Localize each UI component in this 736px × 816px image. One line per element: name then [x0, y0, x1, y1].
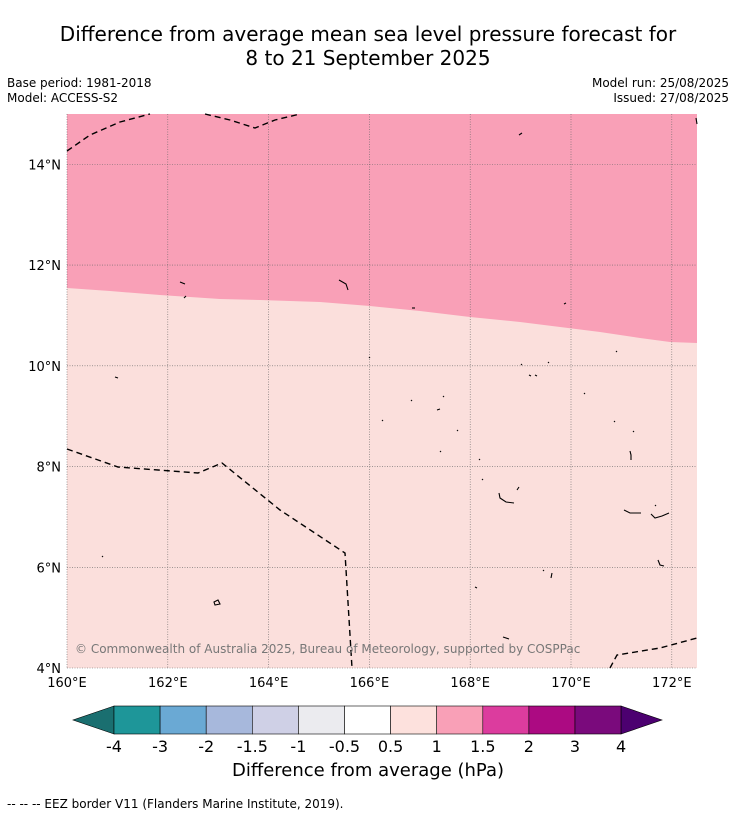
colorbar-bin [114, 706, 160, 734]
lon-tick-label: 166°E [350, 676, 390, 691]
map-panel: © Commonwealth of Australia 2025, Bureau… [67, 114, 697, 668]
longitude-labels: 160°E 162°E 164°E 166°E 168°E 170°E 172°E [47, 676, 691, 691]
colorbar-bin [345, 706, 391, 734]
colorbar-bin [252, 706, 298, 734]
colorbar-title: Difference from average (hPa) [0, 760, 736, 781]
colorbar-bin [529, 706, 575, 734]
lon-tick-label: 164°E [249, 676, 289, 691]
colorbar-tick-label: 0.5 [378, 737, 403, 756]
lon-tick-label: 172°E [652, 676, 692, 691]
colorbar-tick-label: 3 [570, 737, 580, 756]
eez-legend: -- -- -- EEZ border V11 (Flanders Marine… [7, 797, 344, 811]
colorbar-bin [575, 706, 621, 734]
copyright-text: © Commonwealth of Australia 2025, Bureau… [75, 642, 580, 656]
colorbar-bin [160, 706, 206, 734]
colorbar: -4 -3 -2 -1.5 -1 -0.5 0.5 1 1.5 2 3 4 [73, 706, 662, 756]
lat-tick-label: 6°N [37, 561, 62, 576]
colorbar-tick-label: -3 [152, 737, 168, 756]
colorbar-tick-label: -0.5 [329, 737, 360, 756]
colorbar-bin [391, 706, 437, 734]
colorbar-tick-label: -2 [198, 737, 214, 756]
lat-tick-label: 4°N [37, 662, 62, 677]
colorbar-extend-high [621, 706, 662, 734]
colorbar-tick-label: 1 [432, 737, 442, 756]
lon-tick-label: 160°E [47, 676, 87, 691]
colorbar-tick-label: -1 [290, 737, 306, 756]
lon-tick-label: 170°E [551, 676, 591, 691]
lat-tick-label: 12°N [28, 259, 61, 274]
colorbar-tick-label: -1.5 [237, 737, 268, 756]
colorbar-tick-label: 4 [616, 737, 626, 756]
latitude-labels: 14°N 12°N 10°N 8°N 6°N 4°N [28, 158, 61, 677]
colorbar-bin [298, 706, 344, 734]
lat-tick-label: 8°N [37, 461, 62, 476]
colorbar-tick-label: -4 [106, 737, 122, 756]
island-group-7 [369, 357, 370, 358]
colorbar-tick-label: 1.5 [470, 737, 495, 756]
lon-tick-label: 168°E [450, 676, 490, 691]
colorbar-bin [437, 706, 483, 734]
lat-tick-label: 10°N [28, 360, 61, 375]
colorbar-bin [483, 706, 529, 734]
lat-tick-label: 14°N [28, 158, 61, 173]
lon-tick-label: 162°E [148, 676, 188, 691]
colorbar-bin [206, 706, 252, 734]
colorbar-tick-label: 2 [524, 737, 534, 756]
colorbar-extend-low [73, 706, 114, 734]
